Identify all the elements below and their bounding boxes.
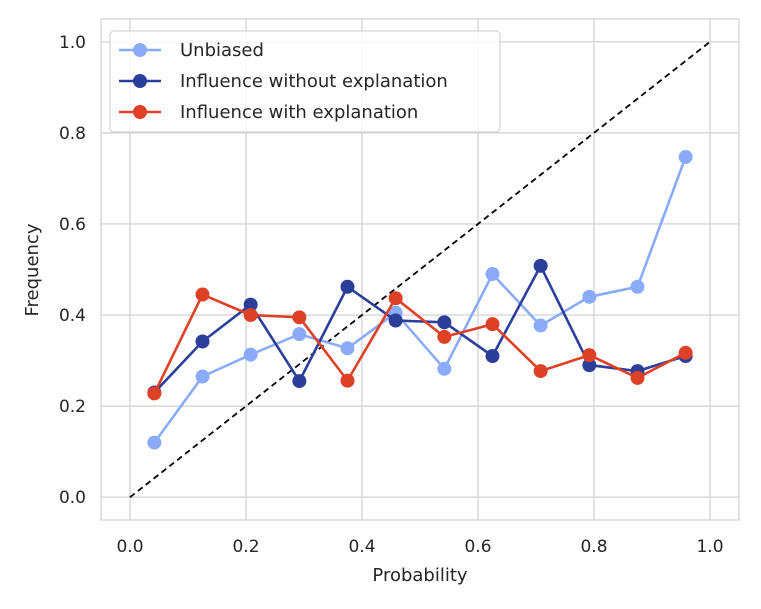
data-point [292,374,307,389]
legend-marker [133,43,147,57]
series-3 [147,287,693,401]
data-point [195,369,210,384]
y-axis-label: Frequency [22,223,43,316]
reference-line-group [129,41,711,498]
data-point [437,315,452,330]
data-point [582,348,597,363]
data-point [292,310,307,325]
legend-label: Unbiased [180,40,264,61]
data-point [437,329,452,344]
data-point [243,297,258,312]
data-point [437,361,452,376]
legend-label: Influence without explanation [180,71,448,92]
reference-line [129,41,711,498]
data-point [485,317,500,332]
data-point [533,258,548,273]
legend-marker [133,74,147,88]
x-tick-label: 0.6 [464,537,491,557]
data-point [678,150,693,165]
y-tick-label: 0.8 [59,124,86,144]
x-tick-label: 1.0 [696,537,723,557]
tick-labels: 0.0 0.2 0.4 0.6 0.8 1.0 0.0 0.2 0.4 0.6 0.8 1.0 [59,33,724,557]
y-tick-label: 0.2 [59,397,86,417]
data-point [678,345,693,360]
data-point [195,334,210,349]
data-point [533,364,548,379]
legend-box [109,30,501,133]
x-tick-label: 0.2 [232,537,259,557]
data-point [630,370,645,385]
y-tick-label: 0.4 [59,306,86,326]
legend-marker [133,105,147,119]
data-point [388,313,403,328]
data-point [292,327,307,342]
data-point [582,289,597,304]
x-tick-label: 0.4 [348,537,375,557]
x-tick-label: 0.0 [116,537,143,557]
x-tick-label: 0.8 [580,537,607,557]
data-point [533,318,548,333]
y-tick-label: 1.0 [59,33,86,53]
data-point [147,386,162,401]
data-point [195,287,210,302]
data-point [630,279,645,294]
data-point [340,373,355,388]
data-point [243,308,258,323]
legend-label: Influence with explanation [180,102,418,123]
data-point [485,267,500,282]
series-layer [147,150,693,450]
data-point [485,349,500,364]
series-line [153,155,687,444]
series-line [153,293,687,395]
y-tick-label: 0.0 [59,488,86,508]
legend: Unbiased Influence without explanation Inf… [109,30,501,133]
series-1 [147,150,693,450]
y-tick-label: 0.6 [59,215,86,235]
data-point [582,358,597,373]
data-point [340,341,355,356]
data-point [388,291,403,306]
data-point [340,279,355,294]
data-point [243,347,258,362]
data-point [147,435,162,450]
x-axis-label: Probability [372,565,467,586]
